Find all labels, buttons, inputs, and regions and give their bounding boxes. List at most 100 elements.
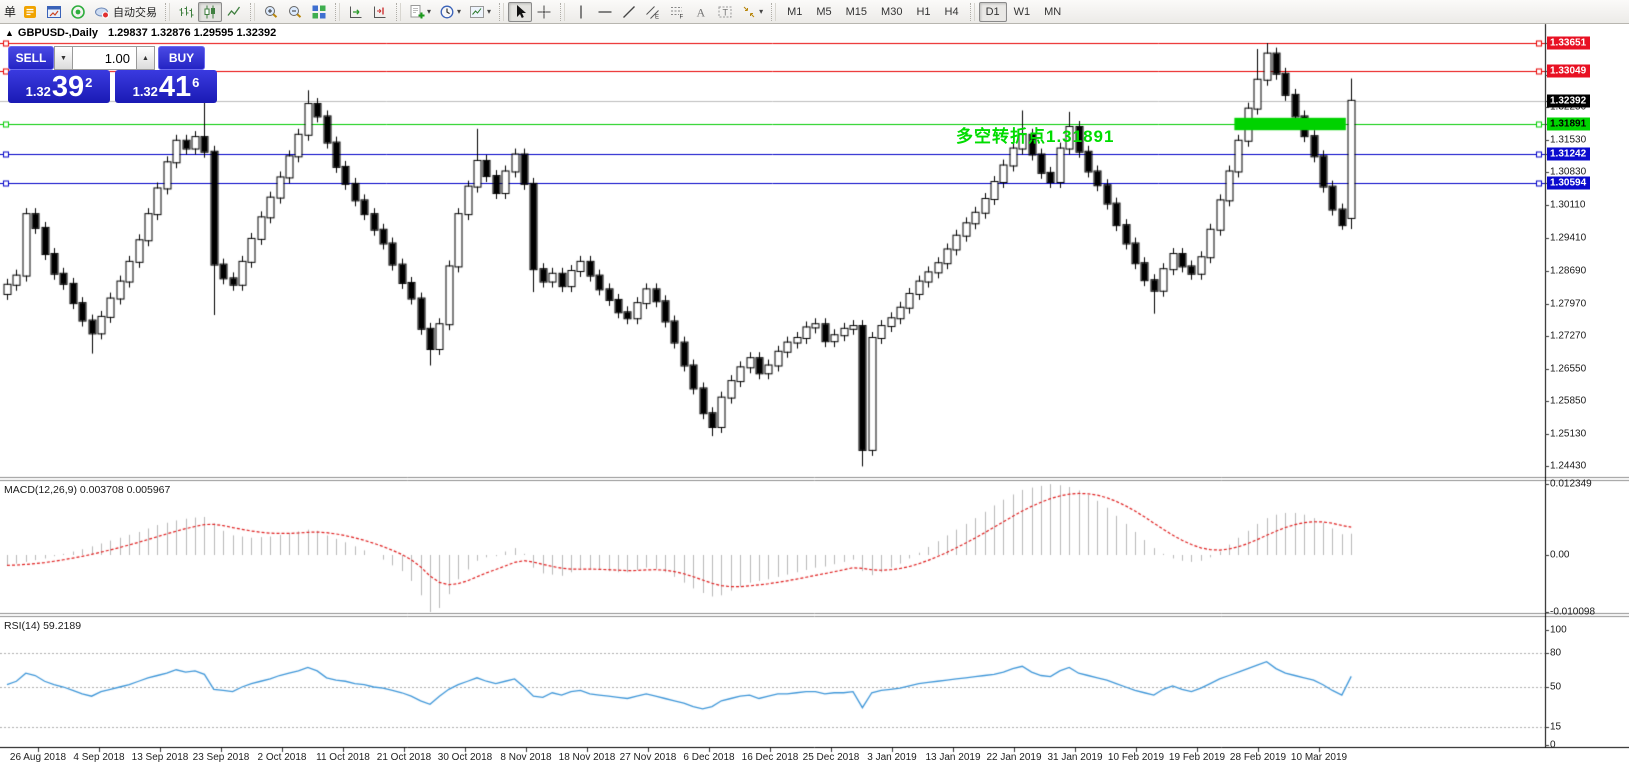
volume-input[interactable] [73, 46, 136, 70]
zoom-out-button[interactable] [283, 2, 307, 22]
toolbar-separator [771, 2, 777, 21]
date-tick-label: 2 Oct 2018 [257, 752, 307, 763]
toolbar-separator [396, 2, 402, 21]
price-level-badge: 1.32392 [1547, 94, 1591, 108]
templates-button[interactable]: ▾ [465, 2, 495, 22]
sell-price-display[interactable]: 1.32 39 2 [8, 70, 110, 103]
text-label-button[interactable]: T [713, 2, 737, 22]
timeframe-button-M30[interactable]: M30 [881, 5, 903, 18]
timeframe-button-M5[interactable]: M5 [816, 5, 832, 18]
text-button[interactable]: A [689, 2, 713, 22]
chart-shift-button[interactable] [368, 2, 392, 22]
dropdown-caret-icon[interactable]: ▾ [457, 7, 462, 16]
price-tick-label: 1.31530 [1550, 134, 1587, 146]
chart-title: ▲ GBPUSD-,Daily 1.29837 1.32876 1.29595 1.… [5, 27, 276, 39]
toolbar-separator [165, 2, 171, 21]
toolbar-separator [250, 2, 256, 21]
dropdown-caret-icon[interactable]: ▾ [759, 7, 764, 16]
rsi-tick-label: 15 [1550, 721, 1562, 733]
timeframe-button-MN[interactable]: MN [1044, 5, 1062, 18]
chart-shift-icon [372, 4, 388, 20]
macd-tick-label: 0.00 [1550, 549, 1570, 561]
date-tick-label: 13 Jan 2019 [925, 752, 981, 763]
svg-text:F: F [680, 14, 684, 20]
bar-chart-button[interactable] [174, 2, 198, 22]
autotrade-button[interactable]: 自动交易 [90, 2, 161, 22]
date-tick-label: 13 Sep 2018 [131, 752, 189, 763]
timeframe-button-H1[interactable]: H1 [916, 5, 931, 18]
crosshair-button[interactable] [532, 2, 556, 22]
date-tick-label: 8 Nov 2018 [500, 752, 552, 763]
horizontal-line-button[interactable] [593, 2, 617, 22]
toolbar-separator [560, 2, 566, 21]
timeframe-button-W1[interactable]: W1 [1013, 5, 1031, 18]
pivot-annotation-text: 多空转折点1.31891 [956, 127, 1115, 146]
timeframe-button-M1[interactable]: M1 [787, 5, 803, 18]
arrows-icon [741, 4, 757, 20]
date-tick-label: 28 Feb 2019 [1229, 752, 1287, 763]
new-order-button[interactable] [18, 2, 42, 22]
vertical-line-button[interactable] [569, 2, 593, 22]
price-level-badge: 1.33651 [1547, 36, 1591, 50]
price-tick-label: 1.29410 [1550, 232, 1587, 244]
date-tick-label: 27 Nov 2018 [619, 752, 677, 763]
orders-button[interactable]: 单 [4, 5, 17, 19]
timeframe-button-D1[interactable]: D1 [978, 1, 1007, 22]
auto-scroll-icon [348, 4, 364, 20]
buy-price-display[interactable]: 1.32 41 6 [115, 70, 217, 103]
collapse-panel-arrow-icon[interactable]: ▲ [5, 28, 14, 38]
buy-price-pip-digit: 6 [192, 75, 200, 90]
trendline-button[interactable] [617, 2, 641, 22]
new-order-icon [22, 4, 38, 20]
toolbar-separator [335, 2, 341, 21]
market-watch-button[interactable] [66, 2, 90, 22]
line-chart-icon [226, 4, 242, 20]
volume-increase-button[interactable]: ▲ [136, 46, 155, 70]
buy-button[interactable]: BUY [158, 46, 205, 70]
bar-chart-icon [178, 4, 194, 20]
equidistant-channel-button[interactable]: E [641, 2, 665, 22]
toolbar-separator [969, 2, 975, 21]
main-toolbar: 单 自动交易 ▾ ▾ ▾ E F A T ▾ M1 M5 M15 M30 H1 H4 D1 W1 MN [0, 0, 1629, 24]
fibonacci-button[interactable]: F [665, 2, 689, 22]
auto-scroll-button[interactable] [344, 2, 368, 22]
cursor-button[interactable] [508, 1, 533, 22]
market-watch-icon [70, 4, 86, 20]
periods-button[interactable]: ▾ [435, 2, 465, 22]
zoom-in-button[interactable] [259, 2, 283, 22]
autotrade-icon [94, 4, 110, 20]
sell-button[interactable]: SELL [8, 46, 54, 70]
autotrade-label: 自动交易 [113, 6, 158, 19]
indicators-icon [409, 4, 425, 20]
arrows-button[interactable]: ▾ [737, 2, 767, 22]
indicators-button[interactable]: ▾ [405, 2, 435, 22]
date-tick-label: 23 Sep 2018 [192, 752, 250, 763]
price-tick-label: 1.32250 [1550, 101, 1587, 113]
line-chart-button[interactable] [222, 2, 246, 22]
fibonacci-icon: F [669, 4, 685, 20]
volume-decrease-button[interactable]: ▼ [54, 46, 73, 70]
date-tick-label: 30 Oct 2018 [437, 752, 493, 763]
price-tick-label: 1.25850 [1550, 395, 1587, 407]
templates-icon [469, 4, 485, 20]
tile-windows-button[interactable] [307, 2, 331, 22]
svg-text:A: A [697, 5, 706, 19]
date-tick-label: 22 Jan 2019 [986, 752, 1042, 763]
price-tick-label: 1.30110 [1550, 199, 1586, 211]
dropdown-caret-icon[interactable]: ▾ [487, 7, 492, 16]
price-level-badge: 1.33049 [1547, 64, 1591, 78]
price-tick-label: 1.27970 [1550, 298, 1587, 310]
dropdown-caret-icon[interactable]: ▾ [427, 7, 432, 16]
chart-window-button[interactable] [42, 2, 66, 22]
macd-tick-label: 0.012349 [1550, 478, 1592, 490]
candlestick-chart-button[interactable] [198, 1, 223, 22]
date-tick-label: 10 Feb 2019 [1107, 752, 1165, 763]
timeframe-button-M15[interactable]: M15 [845, 5, 868, 18]
price-tick-label: 1.27270 [1550, 330, 1587, 342]
timeframe-button-H4[interactable]: H4 [944, 5, 959, 18]
sell-price-big-digits: 39 [51, 71, 85, 103]
svg-text:T: T [723, 7, 729, 17]
price-level-badge: 1.30594 [1547, 176, 1591, 190]
date-tick-label: 11 Oct 2018 [316, 752, 370, 763]
